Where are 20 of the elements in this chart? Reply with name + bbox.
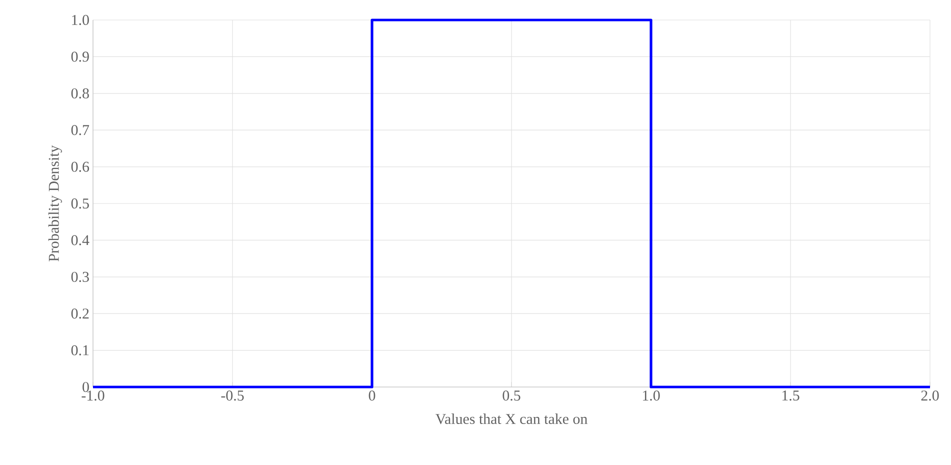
y-tick-label: 0.6 bbox=[71, 162, 90, 172]
y-axis-title: Probability Density bbox=[48, 145, 62, 262]
y-tick-label: 0.2 bbox=[71, 308, 89, 319]
x-tick-label: -1.0 bbox=[82, 390, 104, 401]
y-tick-label: 0.8 bbox=[71, 88, 89, 98]
x-tick-label: 2.0 bbox=[921, 390, 939, 401]
x-tick-label: 0 bbox=[368, 390, 376, 401]
y-tick-label: 0 bbox=[82, 382, 89, 392]
y-tick-label: 0.9 bbox=[71, 52, 89, 62]
x-tick-label: 0.5 bbox=[502, 390, 520, 401]
y-tick-label: 0.1 bbox=[71, 345, 89, 356]
y-tick-label: 0.5 bbox=[71, 198, 89, 209]
y-tick-label: 1.0 bbox=[72, 14, 89, 26]
x-tick-label: 1.5 bbox=[782, 390, 800, 401]
y-tick-label: 0.7 bbox=[71, 125, 90, 136]
x-axis-title: Values that X can take on bbox=[436, 414, 588, 424]
x-tick-label: 1.0 bbox=[642, 390, 660, 401]
y-tick-label: 0.4 bbox=[71, 235, 90, 246]
y-tick-label: 0.3 bbox=[71, 272, 89, 282]
x-tick-label: -0.5 bbox=[221, 390, 244, 401]
